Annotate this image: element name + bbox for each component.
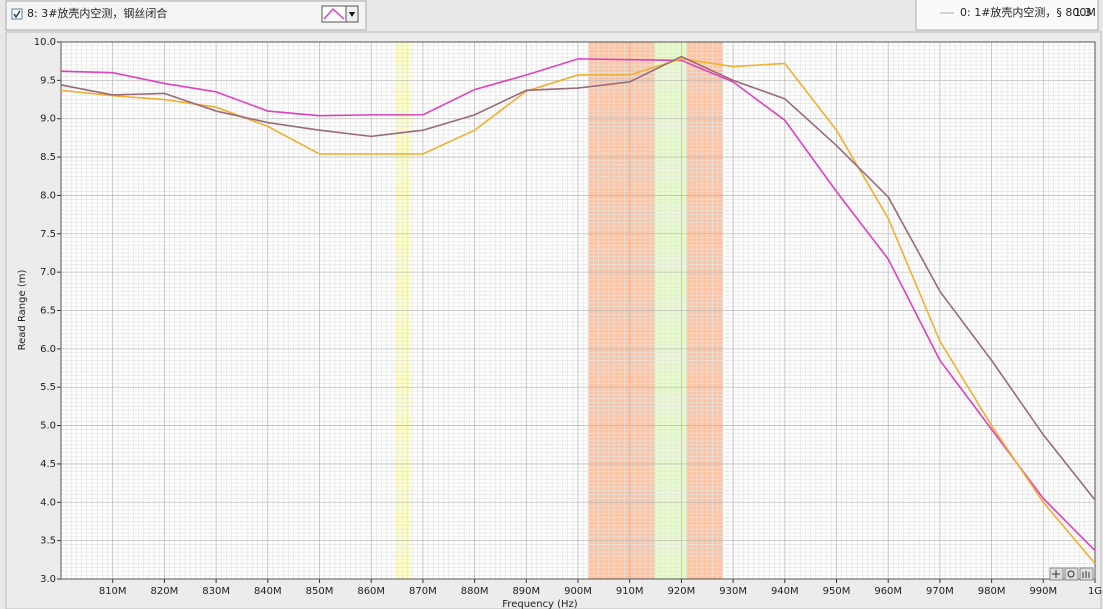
x-tick-label: 1G [1088,586,1102,597]
x-axis-label: Frequency (Hz) [502,599,578,609]
y-tick-label: 6.0 [40,344,56,355]
y-tick-label: 5.0 [40,421,56,432]
y-tick-label: 3.0 [40,574,56,585]
x-tick-label: 860M [357,586,385,597]
line-style-swatch[interactable] [321,5,347,23]
series-line [60,58,1096,565]
x-tick-label: 920M [668,586,696,597]
y-axis-label: Read Range (m) [17,270,28,351]
cursor-tool-icon [1052,570,1060,578]
y-tick-label: 8.0 [40,190,56,201]
x-tick-label: 970M [926,586,954,597]
x-tick-label: 830M [202,586,230,597]
y-tick-label: 4.5 [40,459,56,470]
zoom-tool-icon [1067,570,1075,578]
x-tick-label: 870M [409,586,437,597]
y-tick-label: 5.5 [40,382,56,393]
y-tick-label: 4.0 [40,497,56,508]
plot-area: 3.0 3.5 4.0 4.5 5.0 5.5 6.0 6.5 7.0 7.5 8.0 8.5 9.0 9… [34,37,1102,597]
cursor-panel [915,0,1099,31]
line-style-icon [323,7,345,20]
x-tick-label: 820M [151,586,179,597]
x-tick-label: 880M [461,586,489,597]
checkmark [13,10,21,19]
x-tick-label: 890M [512,586,540,597]
x-tick-label: 980M [978,586,1006,597]
zoom-tool[interactable] [1064,567,1079,581]
plot-selector-panel [5,0,367,31]
checkbox[interactable] [11,8,23,20]
x-tick-label: 940M [771,586,799,597]
x-tick-label: 850M [306,586,334,597]
y-tick-label: 3.5 [40,536,56,547]
x-tick-label: 990M [1029,586,1057,597]
cursor-value: 1.3 [1074,6,1092,19]
y-tick-label: 7.5 [40,229,56,240]
y-tick-label: 8.5 [40,152,56,163]
y-tick-label: 10.0 [34,37,56,48]
x-tick-label: 950M [823,586,851,597]
cursor-name: 0: 1#放壳内空测，§ 800M [960,5,1096,19]
y-tick-label: 9.5 [40,75,56,86]
x-tick-label: 810M [99,586,127,597]
series-line [60,58,1096,552]
x-tick-label: 910M [616,586,644,597]
y-tick-label: 6.5 [40,306,56,317]
x-tick-label: 900M [564,586,592,597]
y-tick-label: 9.0 [40,114,56,125]
x-tick-label: 960M [874,586,902,597]
dropdown-arrow [349,12,355,17]
pan-tool-icon [1082,571,1090,578]
x-tick-label: 930M [719,586,747,597]
y-tick-label: 7.0 [40,267,56,278]
x-tick-label: 840M [254,586,282,597]
graph-tools [1049,567,1094,581]
plot-label: 8: 3#放壳内空测，钢丝闭合 [27,6,167,20]
series-line [60,55,1096,501]
plot-border [60,41,1096,580]
